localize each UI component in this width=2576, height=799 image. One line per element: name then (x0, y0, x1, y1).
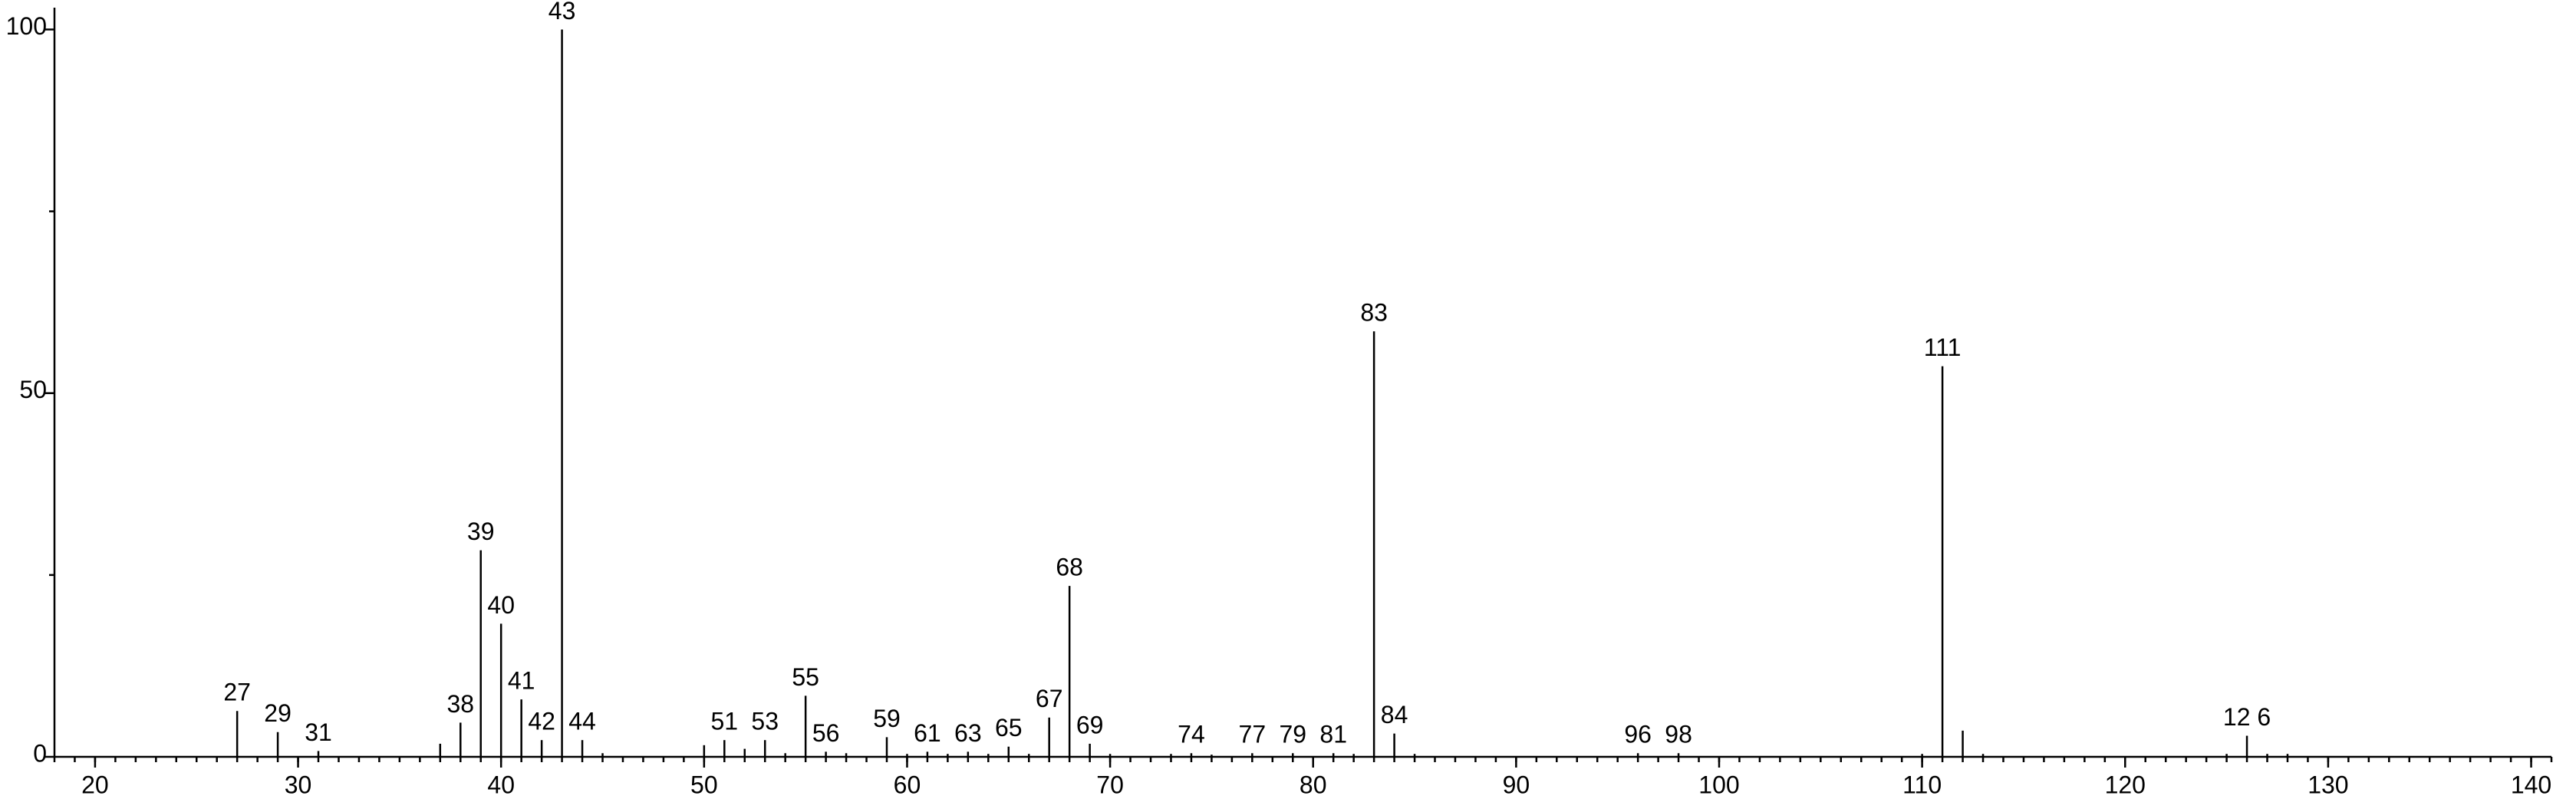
peak-label: 40 (487, 591, 515, 619)
peak-label: 83 (1360, 299, 1388, 327)
peak-label: 41 (508, 667, 535, 695)
peak-label: 111 (1924, 334, 1962, 361)
peak-label: 98 (1665, 721, 1692, 748)
peak-label: 12 6 (2223, 703, 2271, 731)
x-tick-label: 30 (285, 771, 312, 798)
y-tick-label: 0 (33, 739, 47, 767)
peak-label: 69 (1076, 711, 1104, 738)
x-tick-label: 120 (2105, 771, 2146, 798)
peak-label: 31 (305, 718, 332, 746)
x-tick-label: 70 (1096, 771, 1124, 798)
x-tick-label: 140 (2511, 771, 2551, 798)
x-tick-label: 90 (1503, 771, 1530, 798)
peak-label: 56 (812, 719, 840, 747)
peak-label: 96 (1624, 721, 1652, 748)
peak-label: 59 (873, 705, 901, 732)
peak-label: 38 (446, 690, 474, 718)
peak-label: 74 (1178, 721, 1205, 748)
peak-label: 77 (1239, 721, 1267, 748)
x-tick-label: 130 (2308, 771, 2348, 798)
y-tick-label: 100 (6, 12, 47, 40)
x-tick-label: 110 (1902, 771, 1942, 798)
peak-label: 63 (954, 719, 982, 747)
peak-label: 68 (1056, 554, 1083, 581)
peak-label: 67 (1036, 685, 1063, 712)
peak-label: 51 (710, 708, 738, 735)
peak-label: 27 (223, 679, 251, 706)
x-tick-label: 60 (894, 771, 921, 798)
y-tick-label: 50 (19, 376, 47, 403)
peak-label: 39 (467, 518, 495, 545)
x-tick-label: 40 (487, 771, 515, 798)
peak-label: 44 (568, 708, 596, 735)
peak-label: 55 (792, 663, 819, 691)
peak-label: 53 (751, 708, 779, 735)
x-tick-label: 20 (81, 771, 109, 798)
peak-label: 42 (528, 708, 555, 735)
peak-label: 79 (1279, 721, 1306, 748)
peak-label: 61 (914, 719, 941, 747)
peak-label: 43 (548, 0, 576, 25)
x-tick-label: 50 (690, 771, 718, 798)
peak-label: 65 (995, 714, 1023, 741)
peak-label: 81 (1319, 721, 1347, 748)
peak-label: 29 (264, 699, 292, 727)
peak-label: 84 (1381, 701, 1408, 728)
x-tick-label: 80 (1300, 771, 1327, 798)
x-tick-label: 100 (1698, 771, 1739, 798)
